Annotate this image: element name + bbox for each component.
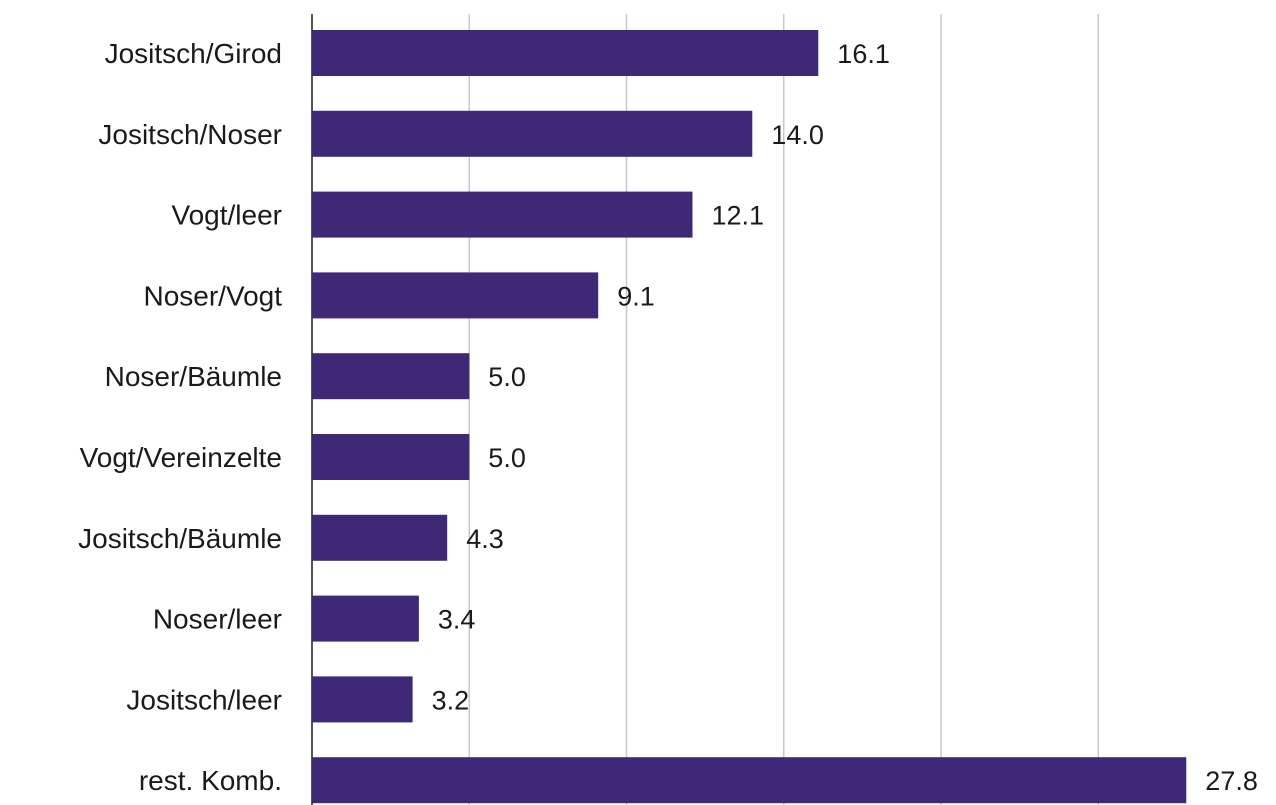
bar: [312, 353, 470, 400]
category-label: Noser/leer: [153, 604, 282, 635]
category-label: Jositsch/Girod: [105, 38, 282, 69]
bar: [312, 757, 1187, 804]
value-label: 5.0: [488, 362, 526, 392]
value-label: 27.8: [1205, 766, 1258, 796]
bar: [312, 514, 448, 561]
category-label: Vogt/Vereinzelte: [80, 442, 282, 473]
bar-layer: [312, 30, 1187, 804]
value-label: 14.0: [771, 120, 824, 150]
category-label: Jositsch/leer: [126, 684, 282, 715]
value-label: 3.4: [438, 605, 476, 635]
category-label: rest. Komb.: [139, 765, 282, 796]
category-label: Jositsch/Bäumle: [78, 523, 282, 554]
value-label: 5.0: [488, 443, 526, 473]
bar: [312, 595, 419, 642]
category-label: Vogt/leer: [171, 200, 282, 231]
value-label: 9.1: [617, 281, 655, 311]
bar: [312, 30, 819, 76]
value-label: 12.1: [712, 201, 765, 231]
bar: [312, 434, 470, 480]
bar: [312, 110, 753, 157]
value-label: 16.1: [837, 39, 890, 69]
value-label: 4.3: [466, 524, 504, 554]
category-label: Noser/Vogt: [143, 280, 282, 311]
label-layer: Jositsch/Girod 16.1 Jositsch/Noser 14.0 Vogt…: [78, 38, 1258, 796]
bar: [312, 191, 693, 238]
category-label: Jositsch/Noser: [98, 119, 282, 150]
bar: [312, 272, 599, 319]
category-label: Noser/Bäumle: [105, 361, 282, 392]
value-label: 3.2: [432, 685, 470, 715]
bar: [312, 676, 413, 723]
